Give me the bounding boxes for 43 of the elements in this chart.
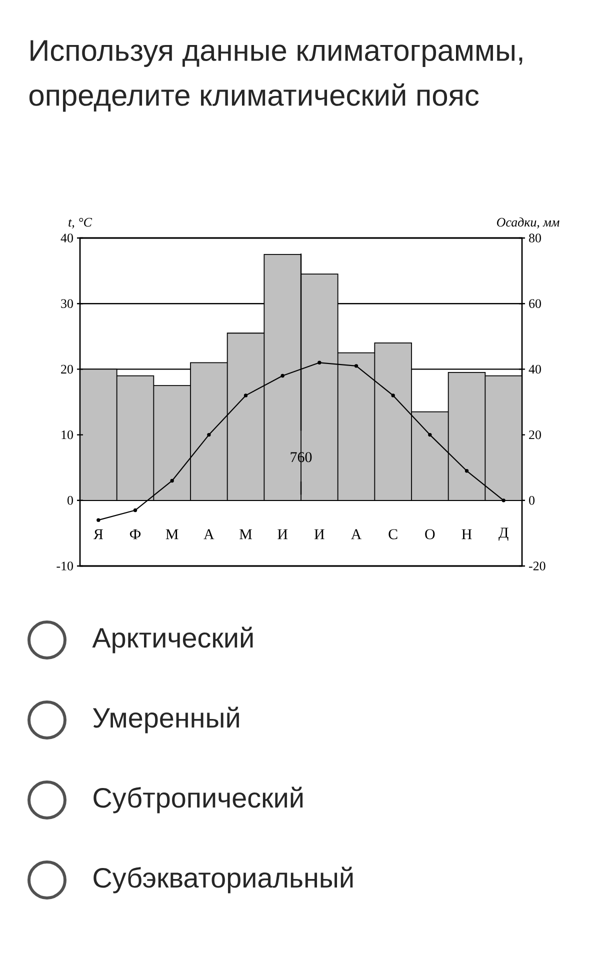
text: Субтропический xyxy=(94,786,303,814)
y-tick-label: 0 xyxy=(68,496,73,505)
x-tick-label: М xyxy=(240,529,252,540)
x-tick-label: С xyxy=(388,529,398,540)
x-tick-label: И xyxy=(278,529,288,540)
y-tick-label: 40 xyxy=(60,234,73,242)
y-tick-label: 30 xyxy=(61,299,73,308)
x-tick-label: О xyxy=(425,529,435,540)
point xyxy=(133,508,138,512)
text: Арктический xyxy=(92,626,253,654)
point xyxy=(96,518,100,522)
y2-axis-title: Осадки, мм xyxy=(496,218,560,228)
x-tick-label: Н xyxy=(462,529,472,540)
point xyxy=(354,364,358,368)
point xyxy=(464,469,469,473)
x-tick-label: М xyxy=(166,529,178,540)
y-tick-label: 10 xyxy=(62,430,73,440)
y2-tick-label: 0 xyxy=(529,496,535,505)
point xyxy=(391,394,395,398)
point xyxy=(502,498,506,502)
x-tick-label: А xyxy=(351,529,362,540)
y-tick-label: -10 xyxy=(56,562,73,570)
text: Умеренный xyxy=(92,706,239,734)
x-tick-label: И xyxy=(314,529,324,540)
text: Субэкваториальный xyxy=(94,866,353,894)
point xyxy=(428,432,432,437)
point xyxy=(244,394,248,398)
y2-tick-label: 40 xyxy=(528,364,541,374)
chart-title: Используя данные климатограммы, определите климатический пояс xyxy=(29,40,522,112)
x-tick-label: Д xyxy=(498,528,508,541)
point xyxy=(207,432,211,437)
y2-tick-label: 20 xyxy=(529,430,541,440)
x-tick-label: А xyxy=(204,529,214,540)
y2-tick-label: -20 xyxy=(529,562,546,570)
y-tick-label: 20 xyxy=(61,364,73,374)
point xyxy=(170,478,174,483)
y2-tick-label: 80 xyxy=(529,234,541,242)
x-tick-label: Я xyxy=(93,529,103,540)
y2-tick-label: 60 xyxy=(529,299,541,308)
x-tick-label: Ф xyxy=(130,529,141,540)
point xyxy=(318,360,322,364)
point xyxy=(280,374,284,378)
y-axis-title: t, °C xyxy=(68,218,92,228)
